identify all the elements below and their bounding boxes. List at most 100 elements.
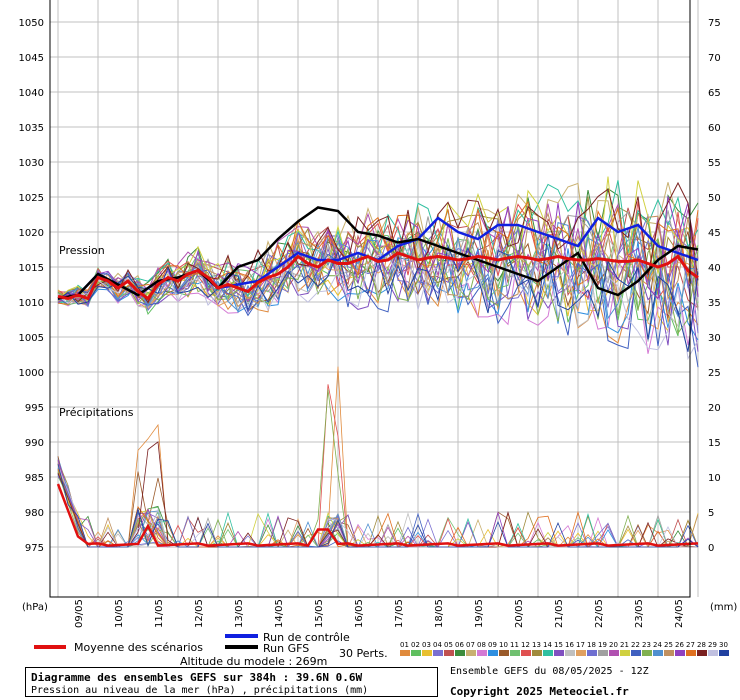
pert-color-box: [477, 650, 487, 656]
x-tick-label: 10/05: [114, 599, 125, 628]
right-tick-label: 25: [708, 368, 721, 379]
right-tick-label: 50: [708, 193, 721, 204]
pert-number: 16: [565, 641, 574, 649]
x-tick-label: 21/05: [554, 599, 565, 628]
pert-number: 24: [653, 641, 662, 649]
pert-color-box: [488, 650, 498, 656]
pert-number: 10: [499, 641, 508, 649]
pert-pressure-line: [57, 242, 699, 352]
pert-number: 03: [422, 641, 431, 649]
left-tick-label: 990: [25, 438, 44, 449]
left-tick-label: 980: [25, 508, 44, 519]
x-tick-label: 14/05: [274, 599, 285, 628]
pert-color-box: [697, 650, 707, 656]
pert-number: 04: [433, 641, 442, 649]
legend-swatches: [34, 634, 258, 649]
left-tick-label: 985: [25, 473, 44, 484]
right-tick-label: 15: [708, 438, 721, 449]
pert-color-box: [433, 650, 443, 656]
pert-color-box: [675, 650, 685, 656]
pert-number: 27: [686, 641, 695, 649]
pert-number: 21: [620, 641, 629, 649]
pert-number: 29: [708, 641, 717, 649]
pert-color-box: [609, 650, 619, 656]
x-tick-label: 11/05: [154, 599, 165, 628]
pert-color-box: [411, 650, 421, 656]
pert-color-box: [422, 650, 432, 656]
pert-color-box: [587, 650, 597, 656]
pert-color-box: [708, 650, 718, 656]
pert-color-box: [664, 650, 674, 656]
left-tick-label: 1030: [19, 158, 44, 169]
pert-color-box: [620, 650, 630, 656]
x-tick-label: 15/05: [314, 599, 325, 628]
x-axis-ticks: 09/05 10/05 11/05 12/05 13/05 14/05 15/05 16/05…: [74, 599, 685, 628]
perturbation-color-boxes: 01 02 03 04 05 06 07 08 09 10 11 12 13 14 15 16 17 18 19 20…: [400, 641, 729, 656]
legend-mean-label: Moyenne des scénarios: [74, 641, 203, 654]
pert-color-box: [554, 650, 564, 656]
pert-number: 14: [543, 641, 552, 649]
x-tick-label: 13/05: [234, 599, 245, 628]
pert-color-box: [576, 650, 586, 656]
pert-color-box: [719, 650, 729, 656]
pert-pressure-line: [57, 200, 699, 305]
pert-precip-line: [57, 457, 698, 549]
right-axis-unit: (mm): [710, 602, 737, 613]
pert-color-box: [686, 650, 696, 656]
legend-gfs-label: Run GFS: [263, 642, 310, 655]
left-tick-label: 1005: [19, 333, 44, 344]
pert-number: 09: [488, 641, 497, 649]
mean-pressure-line: [57, 251, 699, 301]
pert-number: 22: [631, 641, 640, 649]
pert-number: 13: [532, 641, 541, 649]
pert-pressure-line: [57, 196, 699, 308]
main-series: [56, 206, 699, 548]
left-tick-label: 1040: [19, 88, 44, 99]
pert-pressure-line: [57, 251, 699, 368]
right-tick-label: 10: [708, 473, 721, 484]
right-tick-label: 55: [708, 158, 721, 169]
pert-number: 11: [510, 641, 519, 649]
left-tick-label: 1035: [19, 123, 44, 134]
x-tick-label: 09/05: [74, 599, 85, 628]
left-tick-label: 1010: [19, 298, 44, 309]
pert-number: 01: [400, 641, 409, 649]
x-tick-label: 23/05: [634, 599, 645, 628]
pert-number: 05: [444, 641, 453, 649]
pert-number: 12: [521, 641, 530, 649]
pert-color-box: [532, 650, 542, 656]
pert-number: 28: [697, 641, 706, 649]
chart-subtitle: Pression au niveau de la mer (hPa) , pré…: [31, 685, 369, 696]
pert-color-box: [642, 650, 652, 656]
left-tick-label: 1020: [19, 228, 44, 239]
x-tick-label: 19/05: [474, 599, 485, 628]
left-tick-label: 1000: [19, 368, 44, 379]
pert-number: 17: [576, 641, 585, 649]
x-tick-label: 22/05: [594, 599, 605, 628]
copyright-label: Copyright 2025 Meteociel.fr: [450, 685, 629, 698]
plot-frame: [49, 0, 691, 598]
right-tick-label: 65: [708, 88, 721, 99]
pert-number: 20: [609, 641, 618, 649]
x-tick-label: 20/05: [514, 599, 525, 628]
right-tick-label: 75: [708, 18, 721, 29]
pert-pressure-line: [57, 181, 699, 304]
left-axis-unit: (hPa): [22, 602, 48, 613]
pert-color-box: [455, 650, 465, 656]
pert-number: 15: [554, 641, 563, 649]
pert-color-box: [510, 650, 520, 656]
right-tick-label: 30: [708, 333, 721, 344]
right-tick-label: 20: [708, 403, 721, 414]
left-tick-label: 995: [25, 403, 44, 414]
x-tick-label: 17/05: [394, 599, 405, 628]
pert-color-box: [598, 650, 608, 656]
pert-number: 23: [642, 641, 651, 649]
altitude-label: Altitude du modele : 269m: [180, 655, 328, 668]
pert-color-box: [565, 650, 575, 656]
pert-color-box: [444, 650, 454, 656]
plot-border: [49, 0, 691, 598]
right-tick-label: 70: [708, 53, 721, 64]
pert-number: 08: [477, 641, 486, 649]
